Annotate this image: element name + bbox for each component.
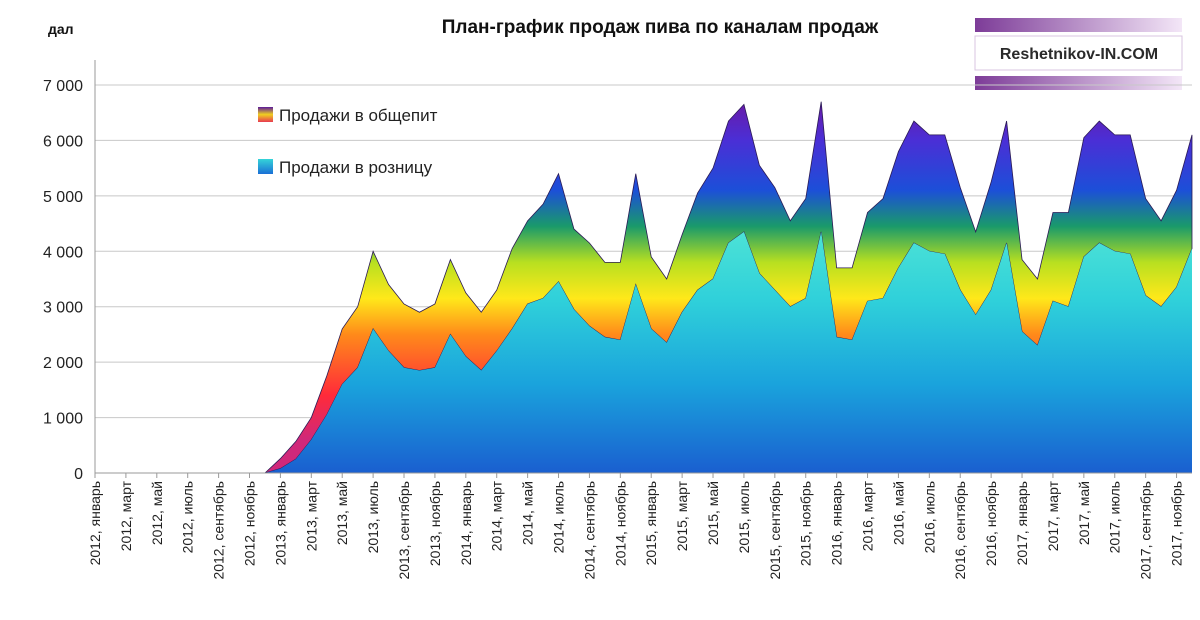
y-tick-label: 7 000	[43, 78, 83, 95]
x-tick-label: 2014, ноябрь	[612, 481, 628, 566]
y-axis-unit-label: дал	[48, 21, 74, 37]
area-retail	[95, 231, 1192, 473]
legend-label-retail: Продажи в розницу	[279, 158, 433, 177]
legend-swatch-horeca	[258, 107, 273, 122]
x-tick-label: 2013, сентябрь	[396, 481, 412, 580]
x-tick-label: 2016, май	[890, 481, 906, 545]
x-tick-label: 2017, май	[1076, 481, 1092, 545]
y-tick-label: 2 000	[43, 355, 83, 372]
legend-swatch-retail	[258, 159, 273, 174]
y-tick-label: 6 000	[43, 133, 83, 150]
x-tick-label: 2012, сентябрь	[211, 481, 227, 580]
x-tick-label: 2017, сентябрь	[1138, 481, 1154, 580]
y-tick-label: 3 000	[43, 300, 83, 317]
x-tick-label: 2014, июль	[551, 481, 567, 553]
x-tick-label: 2016, март	[860, 480, 876, 551]
x-tick-label: 2016, сентябрь	[952, 481, 968, 580]
chart-title: План-график продаж пива по каналам прода…	[442, 17, 879, 38]
watermark-bar-bottom	[975, 76, 1182, 90]
x-tick-label: 2014, январь	[458, 481, 474, 565]
x-tick-label: 2016, январь	[829, 481, 845, 565]
x-tick-label: 2012, март	[118, 480, 134, 551]
x-tick-label: 2012, январь	[87, 481, 103, 565]
watermark-frame	[974, 35, 1183, 71]
legend-label-horeca: Продажи в общепит	[279, 106, 438, 125]
y-tick-label: 4 000	[43, 244, 83, 261]
watermark-bar-top	[975, 18, 1182, 32]
x-tick-label: 2013, ноябрь	[427, 481, 443, 566]
x-tick-label: 2015, июль	[736, 481, 752, 553]
x-tick-label: 2013, март	[303, 480, 319, 551]
x-tick-label: 2014, май	[520, 481, 536, 545]
plot-areas	[95, 101, 1193, 474]
x-tick-label: 2017, январь	[1014, 481, 1030, 565]
y-axis: 0 1 000 2 000 3 000 4 000 5 000 6 000 7 000	[43, 60, 1192, 483]
x-tick-label: 2017, март	[1045, 480, 1061, 551]
x-tick-label: 2013, январь	[272, 481, 288, 565]
legend: Продажи в общепит Продажи в розницу	[258, 106, 438, 177]
x-tick-label: 2015, ноябрь	[798, 481, 814, 566]
x-tick-label: 2014, март	[489, 480, 505, 551]
x-tick-label: 2016, июль	[921, 481, 937, 553]
y-tick-label: 1 000	[43, 411, 83, 428]
y-tick-label: 0	[74, 466, 83, 483]
x-axis: 2012, январь 2012, март 2012, май 2012, июл…	[87, 473, 1185, 580]
x-tick-label: 2013, июль	[365, 481, 381, 553]
x-tick-label: 2012, ноябрь	[242, 481, 258, 566]
x-tick-label: 2015, январь	[643, 481, 659, 565]
x-tick-label: 2016, ноябрь	[983, 481, 999, 566]
x-tick-label: 2012, май	[149, 481, 165, 545]
x-tick-label: 2017, ноябрь	[1169, 481, 1185, 566]
watermark-text: Reshetnikov-IN.COM	[1000, 46, 1158, 63]
x-tick-label: 2015, сентябрь	[767, 481, 783, 580]
y-tick-label: 5 000	[43, 189, 83, 206]
x-tick-label: 2012, июль	[180, 481, 196, 553]
x-tick-label: 2014, сентябрь	[581, 481, 597, 580]
x-tick-label: 2013, май	[334, 481, 350, 545]
x-tick-label: 2017, июль	[1107, 481, 1123, 553]
watermark: Reshetnikov-IN.COM	[974, 18, 1183, 90]
x-tick-label: 2015, май	[705, 481, 721, 545]
x-tick-label: 2015, март	[674, 480, 690, 551]
